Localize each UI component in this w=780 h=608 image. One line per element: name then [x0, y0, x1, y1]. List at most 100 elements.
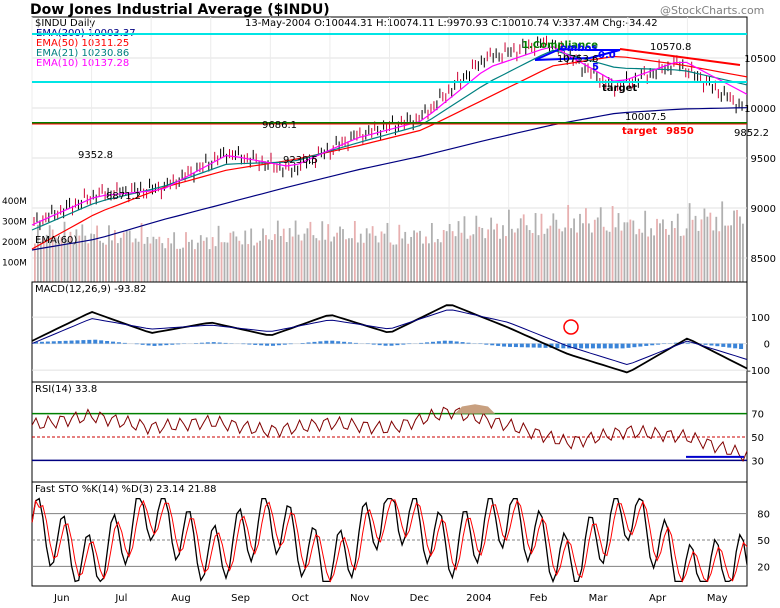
- price-label-high: 10753.6: [557, 54, 598, 65]
- volume-bar: [303, 233, 306, 282]
- volume-bar: [155, 239, 158, 282]
- macd-hist-bar: [39, 341, 44, 344]
- volume-bar: [585, 208, 587, 282]
- macd-hist-bar: [715, 343, 720, 347]
- volume-bar: [653, 235, 655, 282]
- macd-hist-bar: [223, 342, 228, 344]
- volume-bar: [279, 236, 282, 282]
- macd-hist-bar: [330, 340, 335, 344]
- volume-bar: [119, 237, 122, 282]
- volume-bar: [730, 225, 732, 282]
- volume-bar: [93, 234, 96, 282]
- volume-bar: [87, 243, 90, 282]
- volume-bar: [679, 235, 682, 282]
- volume-bar: [413, 230, 415, 282]
- macd-hist-bar: [537, 343, 542, 348]
- volume-bar: [113, 230, 116, 282]
- volume-bar: [555, 219, 558, 282]
- volume-bar: [339, 226, 341, 282]
- rsi-label: RSI(14) 33.8: [35, 384, 97, 395]
- volume-bar: [63, 221, 66, 282]
- volume-bar: [241, 244, 244, 282]
- volume-bar: [345, 239, 347, 282]
- macd-hist-bar: [265, 343, 270, 346]
- volume-bar: [324, 239, 327, 282]
- pattern-text: ombos: [560, 43, 597, 54]
- volume-bar: [60, 237, 63, 282]
- macd-hist-bar: [170, 343, 175, 345]
- volume-bar: [386, 222, 389, 282]
- volume-bar: [398, 224, 401, 282]
- macd-hist-bar: [703, 343, 708, 345]
- volume-bar: [490, 217, 493, 282]
- volume-bar: [691, 219, 694, 282]
- macd-hist-bar: [425, 342, 430, 344]
- volume-bar: [422, 243, 424, 282]
- volume-bar: [558, 228, 561, 282]
- macd-hist-bar: [271, 343, 275, 346]
- volume-bar: [199, 235, 202, 282]
- volume-bar: [522, 214, 525, 282]
- volume-bar: [703, 208, 706, 282]
- rsi-tick-label: 70: [751, 410, 764, 421]
- volume-bar: [42, 238, 45, 282]
- macd-hist-bar: [51, 341, 56, 344]
- x-tick-label: 2004: [466, 593, 491, 604]
- volume-bar: [297, 234, 300, 282]
- volume-bar: [428, 243, 430, 282]
- volume-bar: [448, 224, 451, 282]
- volume-bar: [380, 231, 383, 282]
- macd-hist-bar: [34, 342, 38, 344]
- volume-bar: [706, 216, 709, 282]
- volume-bar: [602, 226, 605, 282]
- volume-bar: [350, 238, 353, 282]
- volume-bar: [593, 219, 596, 282]
- volume-bar: [374, 235, 377, 282]
- volume-bar: [72, 243, 75, 282]
- sto-label: Fast STO %K(14) %D(3) 23.14 21.88: [35, 484, 217, 495]
- macd-hist-bar: [561, 343, 566, 349]
- macd-hist-bar: [436, 341, 441, 344]
- volume-bar: [712, 230, 715, 282]
- macd-hist-bar: [152, 343, 157, 346]
- volume-bar: [439, 242, 442, 282]
- volume-tick-label: 200M: [2, 238, 27, 248]
- ema-line-2: [31, 49, 748, 231]
- volume-bar: [291, 236, 294, 282]
- pattern-outline: [534, 47, 621, 61]
- volume-bar: [128, 230, 131, 282]
- volume-bar: [122, 232, 125, 282]
- volume-bar: [273, 234, 276, 282]
- macd-hist-bar: [300, 343, 305, 344]
- ema-line-3: [31, 45, 748, 226]
- volume-bar: [567, 204, 570, 282]
- macd-hist-bar: [620, 343, 625, 349]
- volume-bar: [484, 238, 487, 282]
- legend-entry-2: EMA(21) 10230.86: [36, 48, 129, 59]
- volume-bar: [552, 213, 555, 282]
- volume-bar: [164, 248, 167, 282]
- pattern-label: 1.Compliance: [522, 40, 598, 51]
- volume-bar: [336, 232, 338, 282]
- sto-panel: [31, 481, 748, 587]
- macd-hist-bar: [288, 343, 293, 345]
- volume-bar: [282, 228, 285, 282]
- macd-hist-bar: [673, 342, 678, 344]
- macd-hist-bar: [579, 343, 584, 349]
- volume-bar: [697, 230, 700, 282]
- chart-title: Dow Jones Industrial Average ($INDU): [30, 2, 330, 18]
- volume-bar: [451, 231, 454, 282]
- volume-bar: [318, 240, 321, 282]
- price-label-8871: 8871.2: [106, 191, 141, 202]
- macd-hist-bar: [205, 342, 210, 344]
- macd-signal-line: [31, 309, 748, 366]
- volume-bar: [111, 240, 113, 282]
- volume-bar: [232, 231, 235, 282]
- macd-hist-bar: [116, 342, 121, 344]
- volume-bar: [487, 229, 490, 282]
- macd-hist-bar: [727, 343, 732, 348]
- macd-hist-bar: [638, 343, 643, 347]
- volume-bar: [736, 209, 738, 282]
- rsi-panel: [31, 381, 748, 483]
- volume-bar: [673, 227, 676, 282]
